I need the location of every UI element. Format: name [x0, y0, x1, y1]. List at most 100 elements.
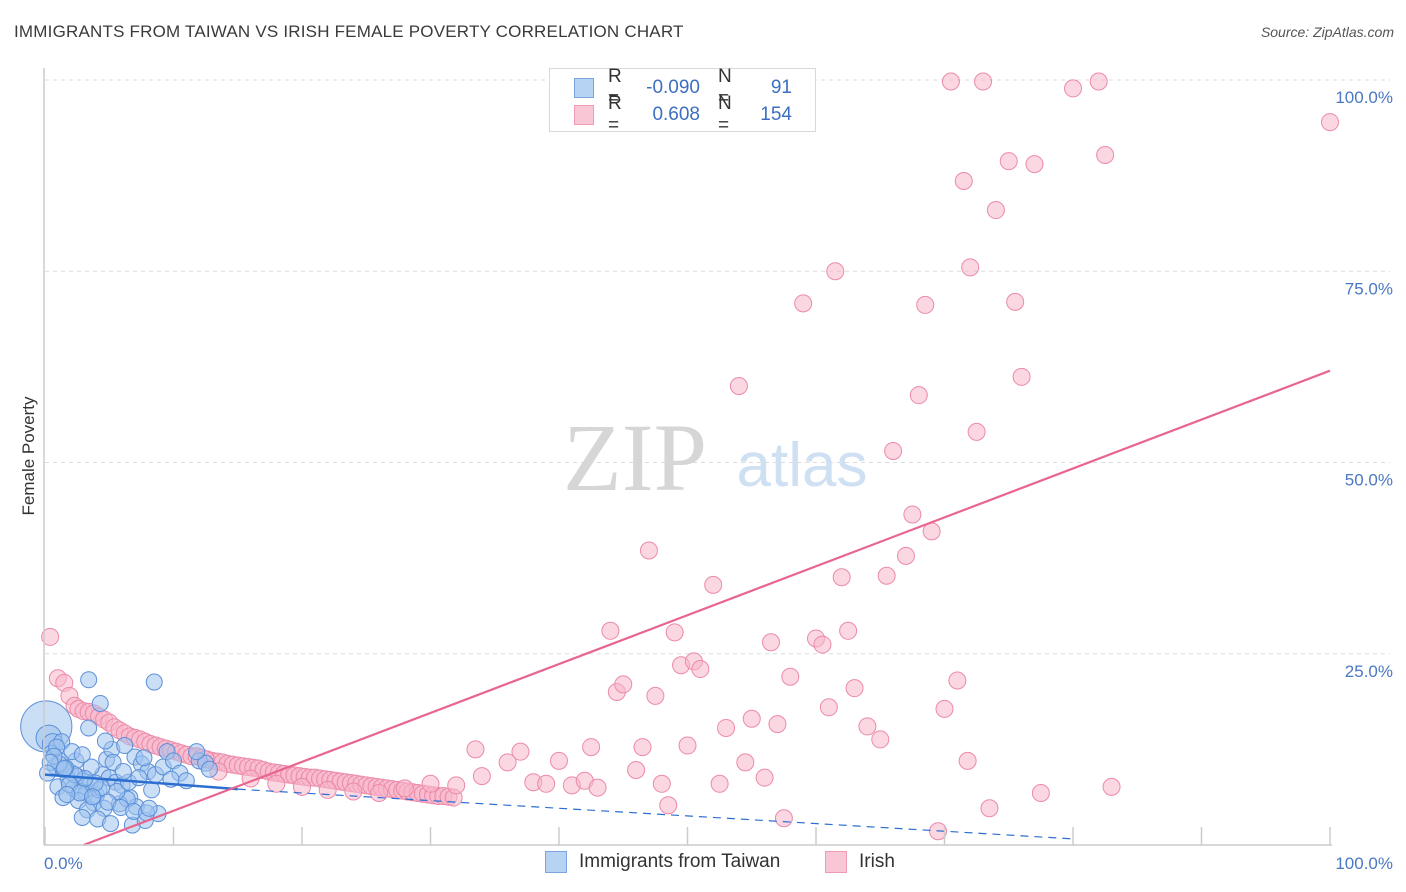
- irish-trend-line: [83, 369, 1331, 847]
- taiwan-point: [200, 760, 218, 778]
- irish-point: [421, 774, 440, 793]
- irish-point: [813, 635, 832, 654]
- irish-point: [858, 717, 877, 736]
- irish-point: [472, 767, 491, 786]
- irish-point: [691, 660, 710, 679]
- irish-point: [961, 258, 980, 277]
- irish-point: [819, 698, 838, 717]
- irish-point: [1031, 783, 1050, 802]
- irish-point: [1102, 777, 1121, 796]
- irish-point: [896, 546, 915, 565]
- taiwan-point: [114, 763, 132, 781]
- correlation-legend: R = -0.090 N = 91 R = 0.608 N = 154: [549, 66, 816, 136]
- irish-point: [781, 667, 800, 686]
- legend-n-label: N =: [718, 66, 732, 109]
- irish-point: [839, 621, 858, 640]
- irish-point: [639, 541, 658, 560]
- irish-point: [1064, 79, 1082, 98]
- irish-point: [537, 774, 556, 793]
- irish-point: [395, 779, 414, 798]
- legend-r-value-taiwan: -0.090: [646, 77, 700, 98]
- irish-point: [633, 738, 652, 757]
- legend-r-label: R =: [608, 93, 622, 136]
- irish-point: [774, 809, 793, 828]
- irish-point: [646, 686, 665, 705]
- legend-n-label: N =: [718, 93, 732, 136]
- taiwan-trend-extension: [237, 788, 1074, 840]
- irish-point: [980, 799, 999, 818]
- legend-swatch-taiwan: [574, 78, 594, 98]
- irish-point: [986, 201, 1005, 220]
- irish-point: [678, 736, 697, 755]
- irish-point: [762, 633, 781, 652]
- trend-lines: [44, 369, 1331, 847]
- legend-row-irish: R = 0.608 N = 154: [574, 93, 792, 136]
- irish-point: [935, 699, 954, 718]
- taiwan-point: [96, 732, 114, 750]
- watermark-zip: ZIP: [563, 404, 707, 511]
- irish-point: [742, 709, 761, 728]
- irish-point: [665, 623, 684, 642]
- taiwan-point: [55, 760, 73, 777]
- irish-point: [871, 730, 890, 749]
- taiwan-point: [116, 737, 134, 755]
- irish-point: [344, 782, 363, 801]
- taiwan-point: [140, 799, 158, 817]
- bottom-legend-label-taiwan: Immigrants from Taiwan: [579, 851, 781, 872]
- y-tick-label: 100.0%: [1335, 88, 1393, 107]
- irish-point: [1089, 72, 1108, 91]
- irish-point: [659, 796, 678, 815]
- irish-point: [370, 783, 389, 802]
- y-tick-label: 50.0%: [1345, 471, 1393, 490]
- irish-point: [582, 738, 601, 757]
- irish-point: [447, 776, 466, 795]
- bottom-legend-taiwan: Immigrants from Taiwan: [545, 851, 780, 873]
- bottom-legend-label-irish: Irish: [859, 851, 895, 872]
- x-tick-label-max: 100.0%: [1335, 854, 1393, 873]
- irish-point: [974, 72, 993, 91]
- irish-point: [614, 675, 633, 694]
- irish-point: [41, 627, 60, 646]
- legend-row-taiwan: R = -0.090 N = 91: [574, 66, 792, 109]
- irish-point: [1006, 292, 1025, 311]
- taiwan-points: [20, 671, 218, 834]
- taiwan-point: [145, 673, 163, 691]
- irish-point: [267, 774, 286, 793]
- watermark: ZIP atlas: [563, 404, 867, 511]
- irish-point: [967, 422, 986, 441]
- taiwan-point: [80, 719, 98, 737]
- irish-point: [1012, 367, 1031, 386]
- irish-point: [498, 753, 517, 772]
- taiwan-point: [135, 749, 153, 767]
- bottom-legend-swatch-irish: [825, 851, 847, 873]
- irish-point: [1096, 145, 1115, 164]
- irish-point: [941, 72, 960, 91]
- irish-point: [755, 768, 774, 787]
- tick-labels: 25.0% 50.0% 75.0% 100.0% 0.0% 100.0%: [44, 88, 1393, 873]
- taiwan-point: [84, 788, 102, 806]
- irish-points: [41, 72, 1339, 841]
- irish-point: [884, 442, 903, 461]
- irish-point: [704, 575, 723, 594]
- irish-point: [845, 679, 864, 698]
- irish-point: [588, 778, 607, 797]
- chart-title: IMMIGRANTS FROM TAIWAN VS IRISH FEMALE P…: [14, 22, 684, 41]
- irish-point: [826, 262, 845, 281]
- taiwan-point: [58, 786, 76, 804]
- irish-point: [999, 152, 1018, 171]
- irish-point: [652, 774, 671, 793]
- irish-point: [601, 621, 620, 640]
- irish-point: [710, 774, 729, 793]
- irish-point: [909, 386, 928, 405]
- irish-point: [768, 715, 787, 734]
- irish-point: [877, 566, 896, 585]
- irish-point: [832, 568, 851, 587]
- irish-point: [903, 505, 922, 524]
- irish-point: [916, 295, 935, 314]
- taiwan-point: [188, 743, 206, 761]
- irish-point: [466, 740, 485, 759]
- x-tick-label-min: 0.0%: [44, 854, 83, 873]
- taiwan-trend-line: [44, 773, 238, 791]
- irish-point: [1025, 155, 1044, 174]
